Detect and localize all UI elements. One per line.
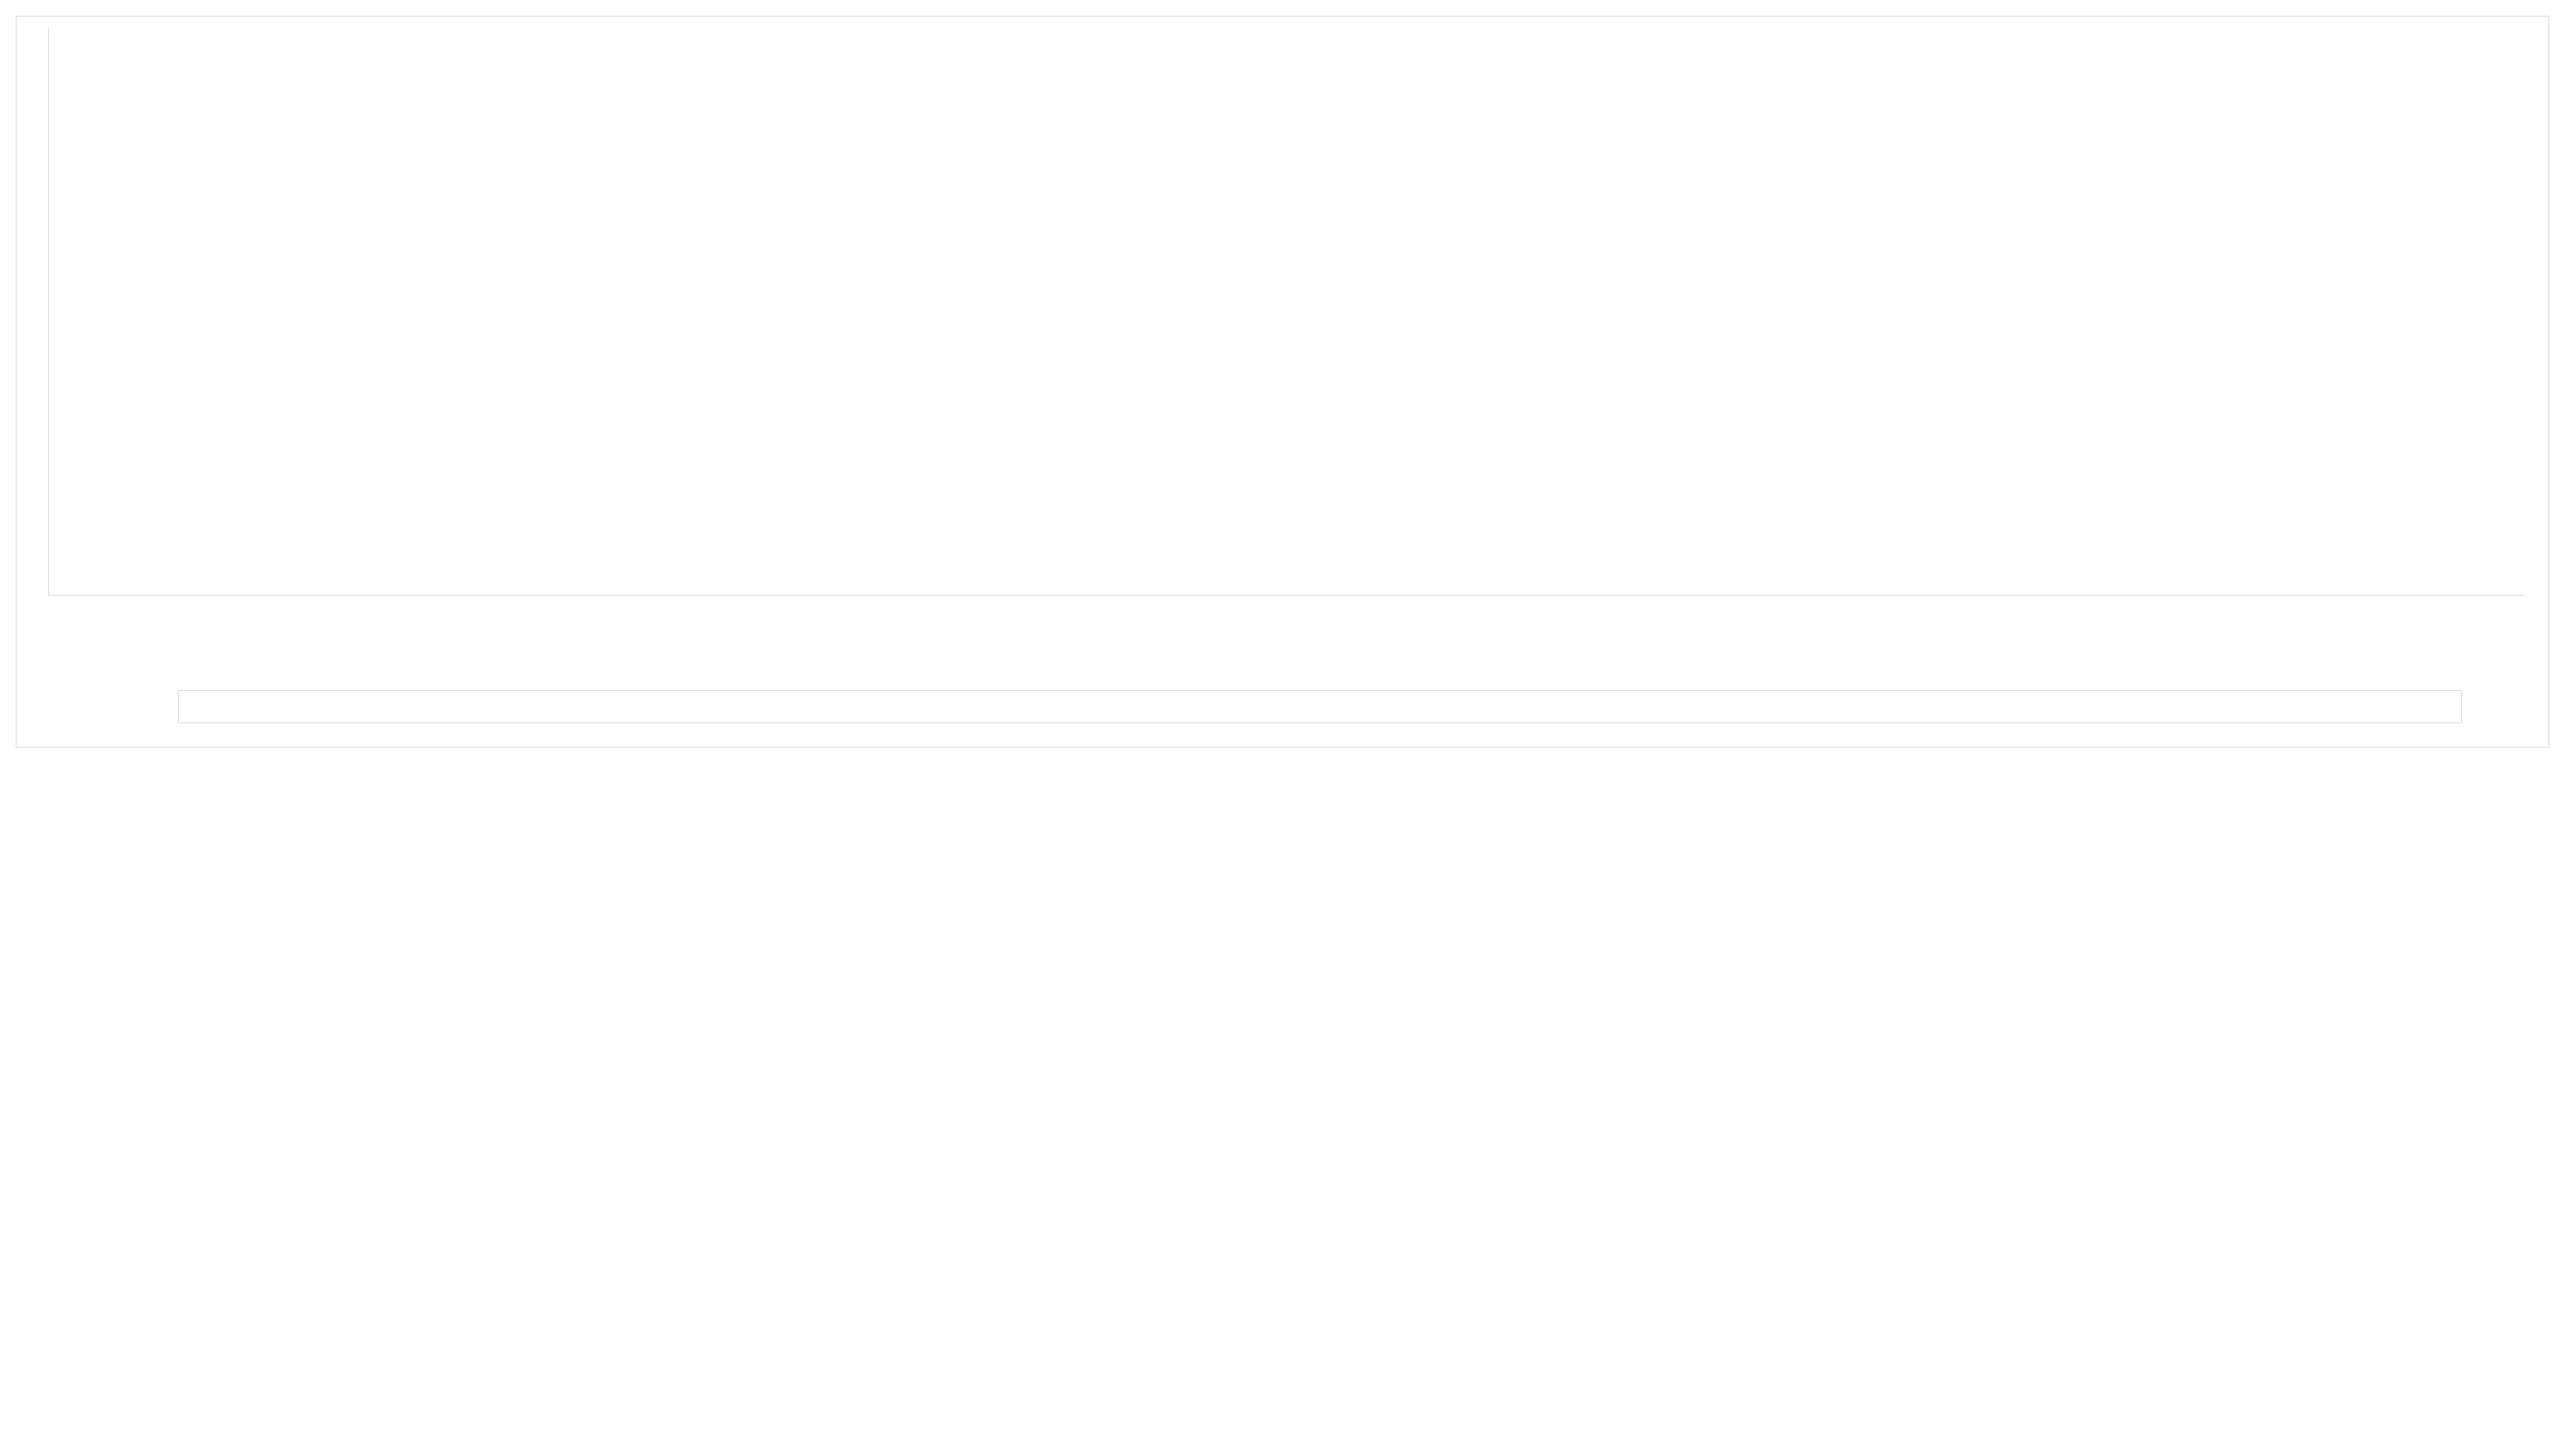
chart-container xyxy=(16,16,2549,748)
plot-column xyxy=(48,28,2525,643)
x-axis-ticks xyxy=(48,596,2525,604)
chart-body xyxy=(28,28,2525,643)
line-series-svg xyxy=(49,28,2525,595)
x-axis-label xyxy=(48,604,2525,643)
plot-area xyxy=(48,28,2525,596)
y-axis-ticks xyxy=(36,28,48,643)
legend xyxy=(178,690,2462,723)
